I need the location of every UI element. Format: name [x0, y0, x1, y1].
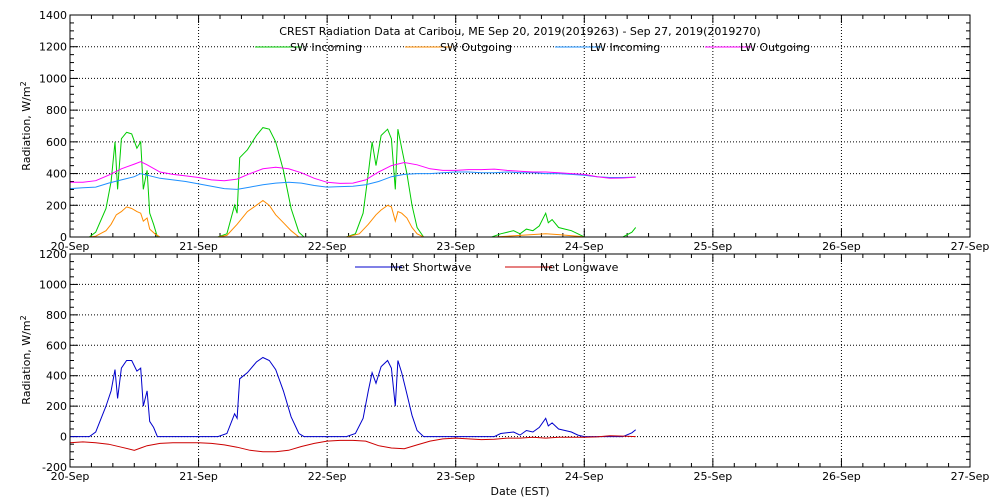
y-tick-label: 200	[46, 199, 67, 212]
x-axis-label: Date (EST)	[490, 485, 549, 498]
x-tick-label: 23-Sep	[436, 240, 475, 253]
x-tick-label: 20-Sep	[51, 240, 90, 253]
y-tick-label: 0	[60, 431, 67, 444]
plot-frame	[69, 14, 971, 238]
legend-label-lw-incoming: LW Incoming	[590, 41, 660, 54]
x-tick-label: 24-Sep	[565, 240, 604, 253]
y-axis-label: Radiation, W/m2	[19, 315, 33, 404]
y-tick-label: 800	[46, 309, 67, 322]
legend-label-sw-incoming: SW Incoming	[290, 41, 362, 54]
chart-title: CREST Radiation Data at Caribou, ME Sep …	[279, 25, 760, 38]
legend-label-net-longwave: Net Longwave	[540, 261, 619, 274]
x-tick-label: 22-Sep	[308, 470, 347, 483]
chart-panel-2: Net Shortwave Net Longwave -200 0 200 400 600 8…	[19, 248, 989, 498]
y-tick-label: 200	[46, 400, 67, 413]
series-line-lw-incoming	[69, 171, 636, 190]
y-tick-label: 1000	[39, 72, 67, 85]
x-tick-label: 25-Sep	[694, 470, 733, 483]
x-tick-label: 24-Sep	[565, 470, 604, 483]
y-tick-label: 0	[60, 231, 67, 244]
y-axis-label: Radiation, W/m2	[19, 81, 33, 170]
series-line-sw-incoming	[89, 127, 637, 238]
chart-panel-1: SW Incoming SW Outgoing LW Incoming LW Outg…	[19, 9, 989, 253]
legend-label-lw-outgoing: LW Outgoing	[740, 41, 810, 54]
y-tick-label: 800	[46, 104, 67, 117]
y-tick-label: 1200	[39, 248, 67, 261]
y-tick-label: -200	[42, 461, 67, 474]
plot-frame	[69, 253, 971, 468]
legend-label-sw-outgoing: SW Outgoing	[440, 41, 512, 54]
x-tick-label: 26-Sep	[822, 240, 861, 253]
x-tick-label: 23-Sep	[436, 470, 475, 483]
y-tick-label: 400	[46, 168, 67, 181]
y-tick-label: 1200	[39, 41, 67, 54]
series-line-lw-outgoing	[70, 161, 636, 184]
y-tick-label: 1000	[39, 278, 67, 291]
series-line-sw-outgoing	[89, 199, 585, 238]
series-line-net-longwave	[69, 435, 636, 453]
x-tick-label: 21-Sep	[179, 470, 218, 483]
x-tick-label: 21-Sep	[179, 240, 218, 253]
x-tick-label: 26-Sep	[822, 470, 861, 483]
y-tick-label: 600	[46, 136, 67, 149]
x-tick-label: 22-Sep	[308, 240, 347, 253]
x-tick-label: 25-Sep	[694, 240, 733, 253]
y-tick-label: 600	[46, 339, 67, 352]
x-tick-label: 27-Sep	[951, 240, 990, 253]
x-tick-label: 20-Sep	[51, 470, 90, 483]
series-line-net-shortwave	[70, 356, 637, 438]
y-tick-label: 400	[46, 370, 67, 383]
x-tick-label: 27-Sep	[951, 470, 990, 483]
legend-label-net-shortwave: Net Shortwave	[390, 261, 472, 274]
y-tick-label: 1400	[39, 9, 67, 22]
